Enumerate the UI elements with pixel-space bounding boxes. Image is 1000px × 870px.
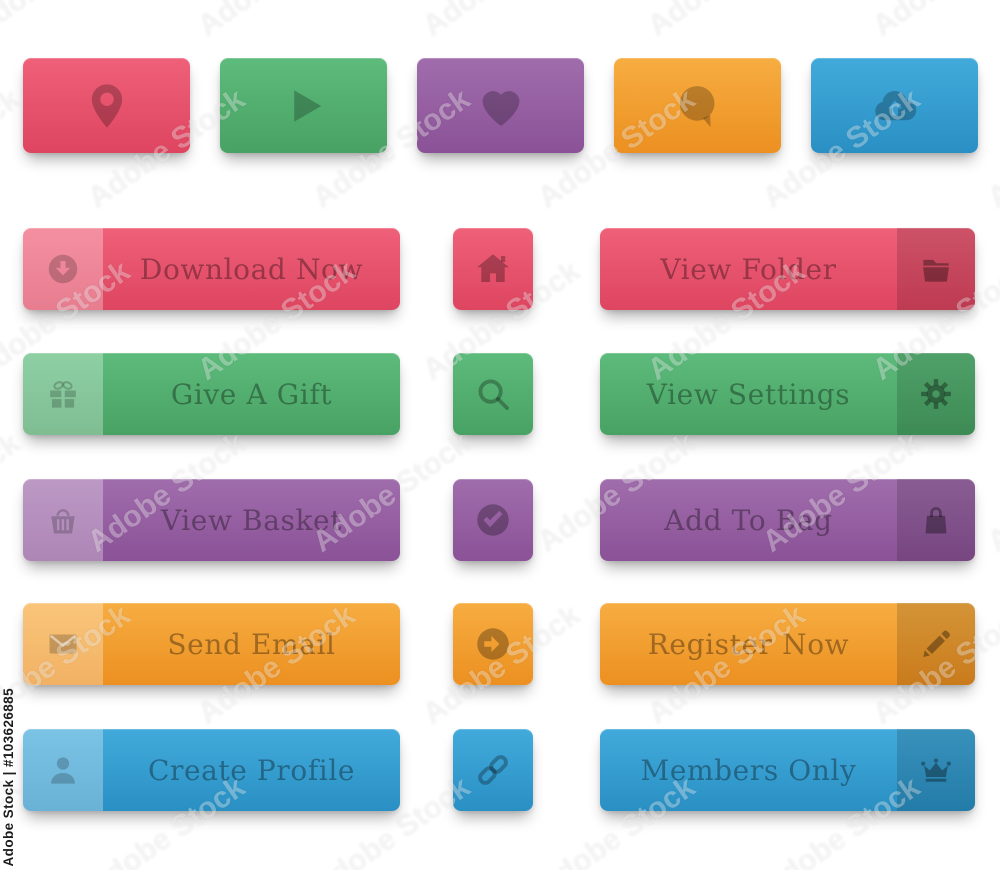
- heart-icon: [475, 80, 527, 132]
- button-label: Send Email: [167, 627, 336, 661]
- button-label: Register Now: [647, 627, 850, 661]
- stock-id-watermark: Adobe Stock | #103626885: [1, 687, 16, 866]
- download-icon: [44, 250, 82, 288]
- play-icon: [278, 80, 330, 132]
- chat-tile-button[interactable]: [614, 58, 781, 153]
- button-icon-panel: [23, 479, 103, 561]
- members-only-button[interactable]: Members Only: [600, 729, 975, 811]
- arrow-button[interactable]: [453, 603, 533, 685]
- watermark-text: Adobe Stock: [981, 82, 1000, 215]
- envelope-icon: [44, 625, 82, 663]
- button-icon-panel: [897, 603, 975, 685]
- gear-icon: [917, 375, 955, 413]
- send-email-button[interactable]: Send Email: [23, 603, 400, 685]
- map-pin-icon: [81, 80, 133, 132]
- button-icon-panel: [897, 479, 975, 561]
- basket-icon: [44, 501, 82, 539]
- play-tile-button[interactable]: [220, 58, 387, 153]
- chat-bubble-icon: [672, 80, 724, 132]
- button-label: Give A Gift: [170, 377, 333, 411]
- button-label: Download Now: [139, 252, 364, 286]
- button-icon-panel: [897, 353, 975, 435]
- button-label: View Settings: [646, 377, 851, 411]
- search-button[interactable]: [453, 353, 533, 435]
- watermark-text: Adobe Stock: [981, 426, 1000, 559]
- view-basket-button[interactable]: View Basket: [23, 479, 400, 561]
- button-label: Create Profile: [147, 753, 356, 787]
- shopping-bag-icon: [917, 501, 955, 539]
- folder-icon: [917, 250, 955, 288]
- button-icon-panel: [897, 729, 975, 811]
- home-icon: [472, 248, 514, 290]
- check-button[interactable]: [453, 479, 533, 561]
- cloud-upload-icon: [869, 80, 921, 132]
- button-icon-panel: [23, 228, 103, 310]
- create-profile-button[interactable]: Create Profile: [23, 729, 400, 811]
- crown-icon: [917, 751, 955, 789]
- give-a-gift-button[interactable]: Give A Gift: [23, 353, 400, 435]
- watermark-text: Adobe Stock: [642, 0, 812, 44]
- link-button[interactable]: [453, 729, 533, 811]
- cloud-upload-tile-button[interactable]: [811, 58, 978, 153]
- button-label: Members Only: [640, 753, 857, 787]
- gift-icon: [44, 375, 82, 413]
- arrow-right-circle-icon: [472, 623, 514, 665]
- view-folder-button[interactable]: View Folder: [600, 228, 975, 310]
- button-icon-panel: [23, 353, 103, 435]
- watermark-text: Adobe Stock: [417, 0, 587, 44]
- button-label: View Basket: [160, 503, 343, 537]
- watermark-text: Adobe Stock: [192, 0, 362, 44]
- download-now-button[interactable]: Download Now: [23, 228, 400, 310]
- button-icon-panel: [23, 729, 103, 811]
- button-label: Add To Bag: [664, 503, 833, 537]
- search-icon: [472, 373, 514, 415]
- user-icon: [44, 751, 82, 789]
- watermark-text: Adobe Stock: [0, 0, 137, 44]
- home-button[interactable]: [453, 228, 533, 310]
- view-settings-button[interactable]: View Settings: [600, 353, 975, 435]
- check-circle-icon: [472, 499, 514, 541]
- heart-tile-button[interactable]: [417, 58, 584, 153]
- button-label: View Folder: [660, 252, 837, 286]
- register-now-button[interactable]: Register Now: [600, 603, 975, 685]
- link-icon: [472, 749, 514, 791]
- add-to-bag-button[interactable]: Add To Bag: [600, 479, 975, 561]
- button-icon-panel: [23, 603, 103, 685]
- location-tile-button[interactable]: [23, 58, 190, 153]
- button-icon-panel: [897, 228, 975, 310]
- pencil-icon: [917, 625, 955, 663]
- watermark-text: Adobe Stock: [981, 770, 1000, 870]
- watermark-text: Adobe Stock: [867, 0, 1000, 44]
